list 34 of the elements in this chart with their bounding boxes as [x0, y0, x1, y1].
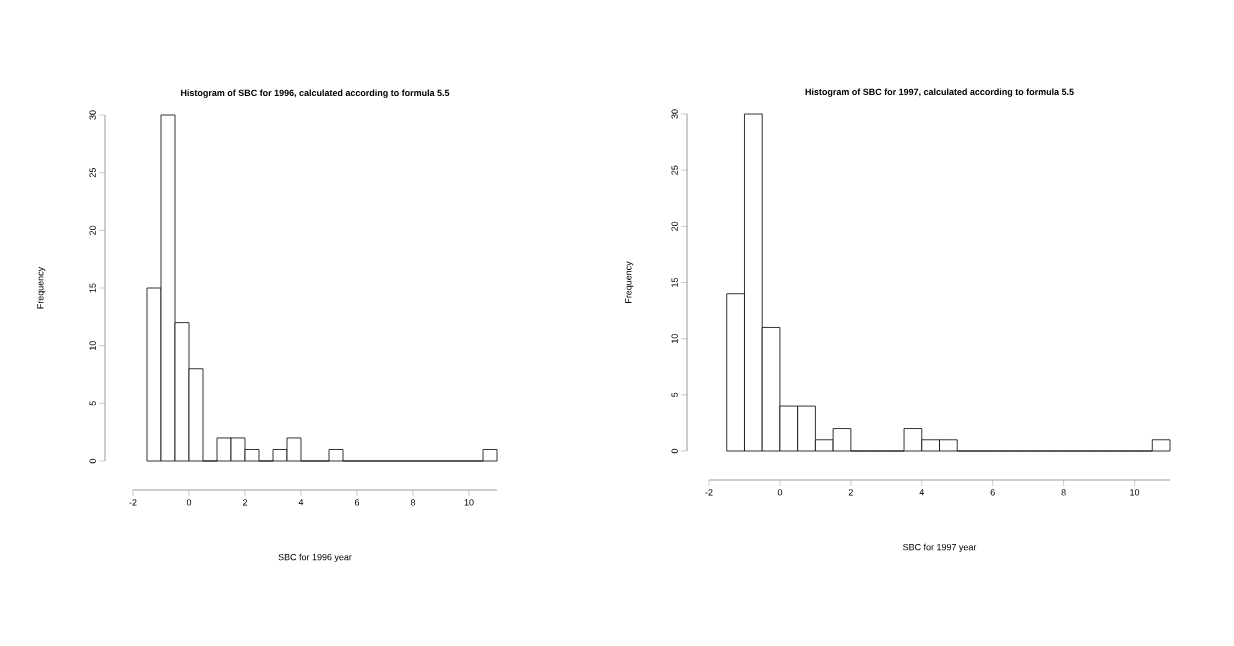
y-tick-label: 0: [89, 458, 96, 464]
x-tick-label: -2: [129, 499, 137, 506]
x-tick-label: -2: [705, 489, 713, 496]
x-tick-label: 8: [410, 499, 416, 506]
x-tick-label: 2: [848, 489, 853, 496]
y-tick-label: 25: [671, 165, 678, 175]
y-tick-label: 20: [671, 221, 678, 231]
y-tick-label: 0: [671, 448, 678, 454]
y-tick-label: 10: [89, 341, 96, 350]
y-tick-label: 15: [671, 277, 678, 287]
x-tick-label: 10: [1130, 489, 1140, 496]
x-tick-label: 0: [777, 489, 783, 496]
chart-title: Histogram of SBC for 1996, calculated according to formula 5.5: [181, 89, 450, 98]
x-tick-label: 4: [298, 499, 304, 506]
y-tick-label: 5: [89, 401, 96, 406]
y-tick-label: 30: [671, 109, 678, 119]
y-tick-label: 10: [671, 334, 678, 343]
y-tick-label: 25: [89, 168, 96, 178]
y-tick-label: 5: [671, 392, 678, 397]
x-axis-title: SBC for 1996 year: [278, 553, 352, 563]
x-tick-label: 10: [464, 499, 474, 506]
y-tick-label: 15: [89, 283, 96, 293]
x-tick-label: 0: [186, 499, 192, 506]
x-tick-label: 2: [242, 499, 248, 506]
x-tick-label: 8: [1061, 489, 1066, 496]
x-tick-label: 6: [990, 489, 995, 496]
y-tick-label: 30: [89, 110, 96, 120]
x-axis-title: SBC for 1997 year: [903, 543, 977, 553]
chart-title: Histogram of SBC for 1997, calculated according to formula 5.5: [805, 88, 1074, 97]
y-axis-title: Frequency: [37, 266, 46, 309]
x-tick-label: 6: [354, 499, 360, 506]
x-tick-label: 4: [919, 489, 924, 496]
y-tick-label: 20: [89, 225, 96, 235]
y-axis-title: Frequency: [625, 261, 634, 303]
